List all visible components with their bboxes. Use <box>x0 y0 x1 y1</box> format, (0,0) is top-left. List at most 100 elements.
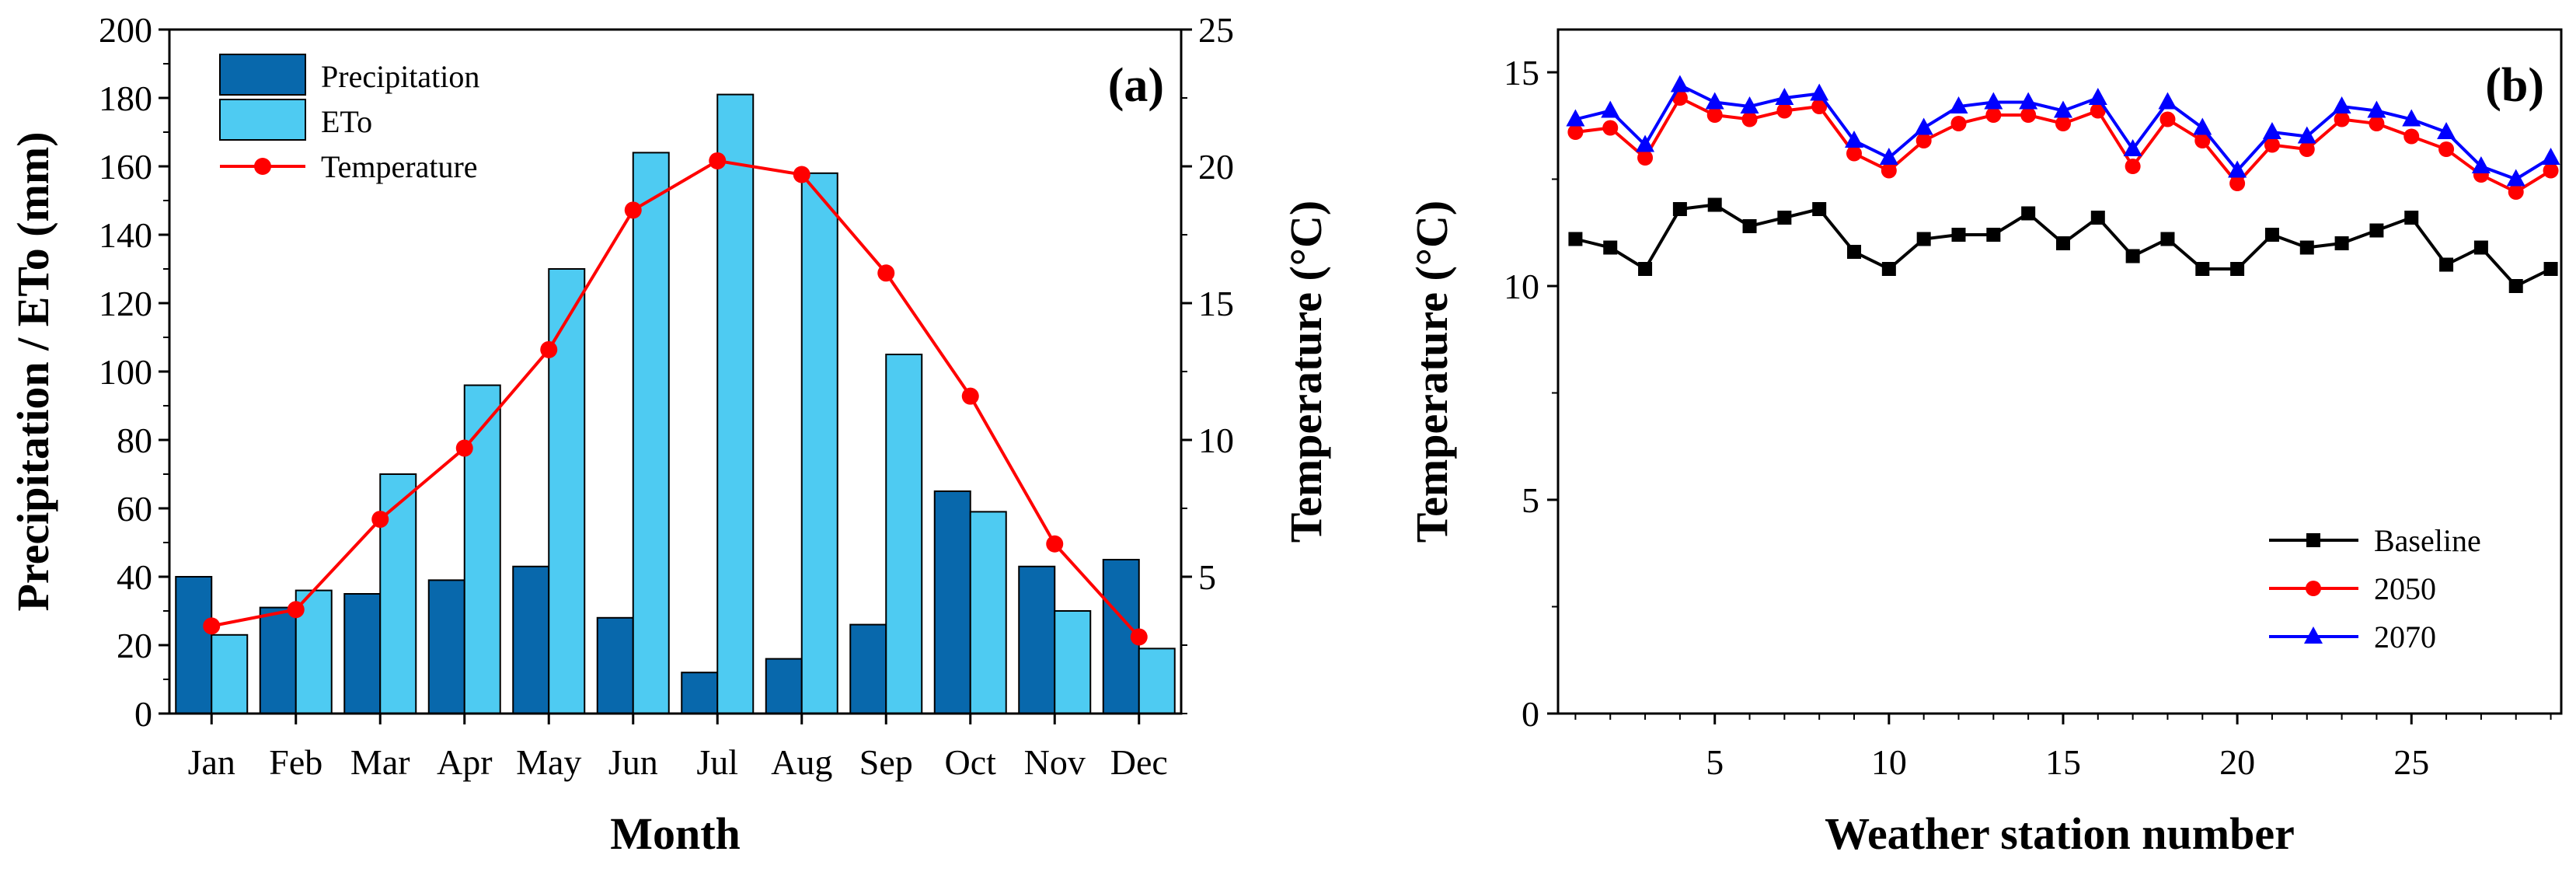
series-point-baseline <box>1638 262 1653 276</box>
series-point-baseline <box>1672 202 1687 216</box>
series-point-2050 <box>1881 162 1897 179</box>
series-point-2070 <box>2471 156 2491 173</box>
x-tick-label: Dec <box>1110 742 1168 782</box>
y2-tick-label: 25 <box>1198 10 1234 50</box>
y-tick-label: 15 <box>1504 53 1539 92</box>
series-point-2050 <box>1811 99 1828 114</box>
series-point-2070 <box>1775 88 1794 105</box>
eto-bar <box>1138 647 1176 715</box>
series-point-2050 <box>2090 103 2106 119</box>
series-point-baseline <box>2230 262 2245 276</box>
x-tick-label: Aug <box>771 742 832 782</box>
x-tick-label: 10 <box>1871 742 1907 782</box>
series-point-2050 <box>2369 116 2385 131</box>
temperature-point <box>203 617 221 635</box>
legend-swatch-precipitation <box>219 54 306 96</box>
legend-swatch-eto <box>219 99 306 141</box>
y-axis-title: Precipitation / ETo (mm) <box>8 131 58 611</box>
temperature-point <box>1046 535 1064 553</box>
series-point-2070 <box>1879 148 1898 165</box>
series-point-baseline <box>1568 232 1583 246</box>
series-point-2070 <box>1705 92 1724 110</box>
series-point-2050 <box>2229 176 2246 191</box>
y-tick-label: 10 <box>1504 267 1539 306</box>
series-point-2070 <box>2262 122 2281 139</box>
legend-swatch-marker <box>2306 533 2320 547</box>
plot-frame <box>1556 28 2563 715</box>
legend-swatch-marker <box>2306 581 2321 596</box>
legend-label: Precipitation <box>321 59 479 94</box>
series-point-baseline <box>2334 236 2349 250</box>
series-point-2050 <box>1776 103 1793 119</box>
series-point-2050 <box>2403 128 2420 145</box>
precipitation-bar <box>343 593 382 714</box>
series-point-baseline <box>2404 211 2419 225</box>
legend-label: 2070 <box>2374 619 2436 654</box>
y-tick-label: 160 <box>99 147 152 187</box>
y-tick-label: 180 <box>99 79 152 118</box>
temperature-point <box>709 152 727 169</box>
series-point-2050 <box>2264 137 2280 153</box>
x-axis-title: Weather station number <box>1825 808 2295 859</box>
series-point-2050 <box>1915 133 1932 148</box>
series-point-baseline <box>2508 279 2523 293</box>
series-point-2070 <box>1740 96 1759 113</box>
precipitation-bar <box>596 616 634 714</box>
series-point-2070 <box>2506 169 2525 187</box>
legend-label: 2050 <box>2374 571 2436 606</box>
series-point-2050 <box>2020 107 2037 123</box>
y-tick-label: 60 <box>117 489 152 529</box>
series-point-2070 <box>1670 75 1689 92</box>
series-point-2050 <box>1637 150 1654 166</box>
y-tick-label: 120 <box>99 284 152 323</box>
series-point-2070 <box>1949 96 1968 113</box>
series-point-2050 <box>1706 107 1723 123</box>
y-tick-label: 100 <box>99 352 152 392</box>
eto-bar <box>379 473 417 714</box>
x-tick-label: Jun <box>608 742 658 782</box>
series-point-baseline <box>1951 228 1966 242</box>
y-tick-label: 140 <box>99 215 152 255</box>
precipitation-bar <box>765 658 803 714</box>
series-point-baseline <box>2473 240 2488 255</box>
temperature-line <box>211 159 1141 638</box>
eto-bar <box>632 152 670 714</box>
series-point-2050 <box>2438 141 2455 157</box>
temperature-point <box>961 387 979 405</box>
series-point-baseline <box>2090 211 2105 225</box>
series-point-2070 <box>1845 131 1864 148</box>
x-tick-label: Mar <box>350 742 410 782</box>
series-point-2050 <box>2125 159 2141 174</box>
x-tick-label: Nov <box>1024 742 1086 782</box>
series-point-2070 <box>2367 100 2386 118</box>
series-line-2070 <box>1574 82 2552 181</box>
series-point-2070 <box>2088 88 2107 105</box>
temperature-point <box>793 166 810 183</box>
temperature-point <box>371 511 389 529</box>
series-point-2050 <box>2055 116 2071 131</box>
x-tick-label: Feb <box>269 742 322 782</box>
precipitation-bar <box>849 623 887 714</box>
series-point-baseline <box>1881 262 1896 276</box>
x-tick-label: 25 <box>2393 742 2429 782</box>
series-point-2070 <box>2158 92 2177 110</box>
series-point-2050 <box>2334 111 2350 127</box>
y-tick-label: 5 <box>1522 480 1539 520</box>
panel-a: 0 20 40 60 80 100 120 140 160 180 200 5 10 15 20 25 Jan F… <box>8 10 1331 859</box>
series-point-2050 <box>2508 184 2524 200</box>
precipitation-bar <box>427 579 465 715</box>
eto-bar <box>885 354 923 714</box>
series-point-2050 <box>2543 162 2559 179</box>
x-tick-label: May <box>516 742 581 782</box>
temperature-point <box>1130 628 1148 646</box>
legend: Precipitation ETo Temperature <box>219 54 479 184</box>
x-tick-label: Jan <box>188 742 235 782</box>
series-point-2070 <box>2402 109 2421 127</box>
series-point-2050 <box>1950 116 1967 131</box>
series-point-baseline <box>2369 223 2384 238</box>
eto-bar <box>548 268 586 714</box>
x-tick-label: Jul <box>696 742 738 782</box>
series-point-baseline <box>1707 197 1722 212</box>
series-point-2070 <box>2541 148 2560 165</box>
series-point-2070 <box>2437 122 2456 139</box>
